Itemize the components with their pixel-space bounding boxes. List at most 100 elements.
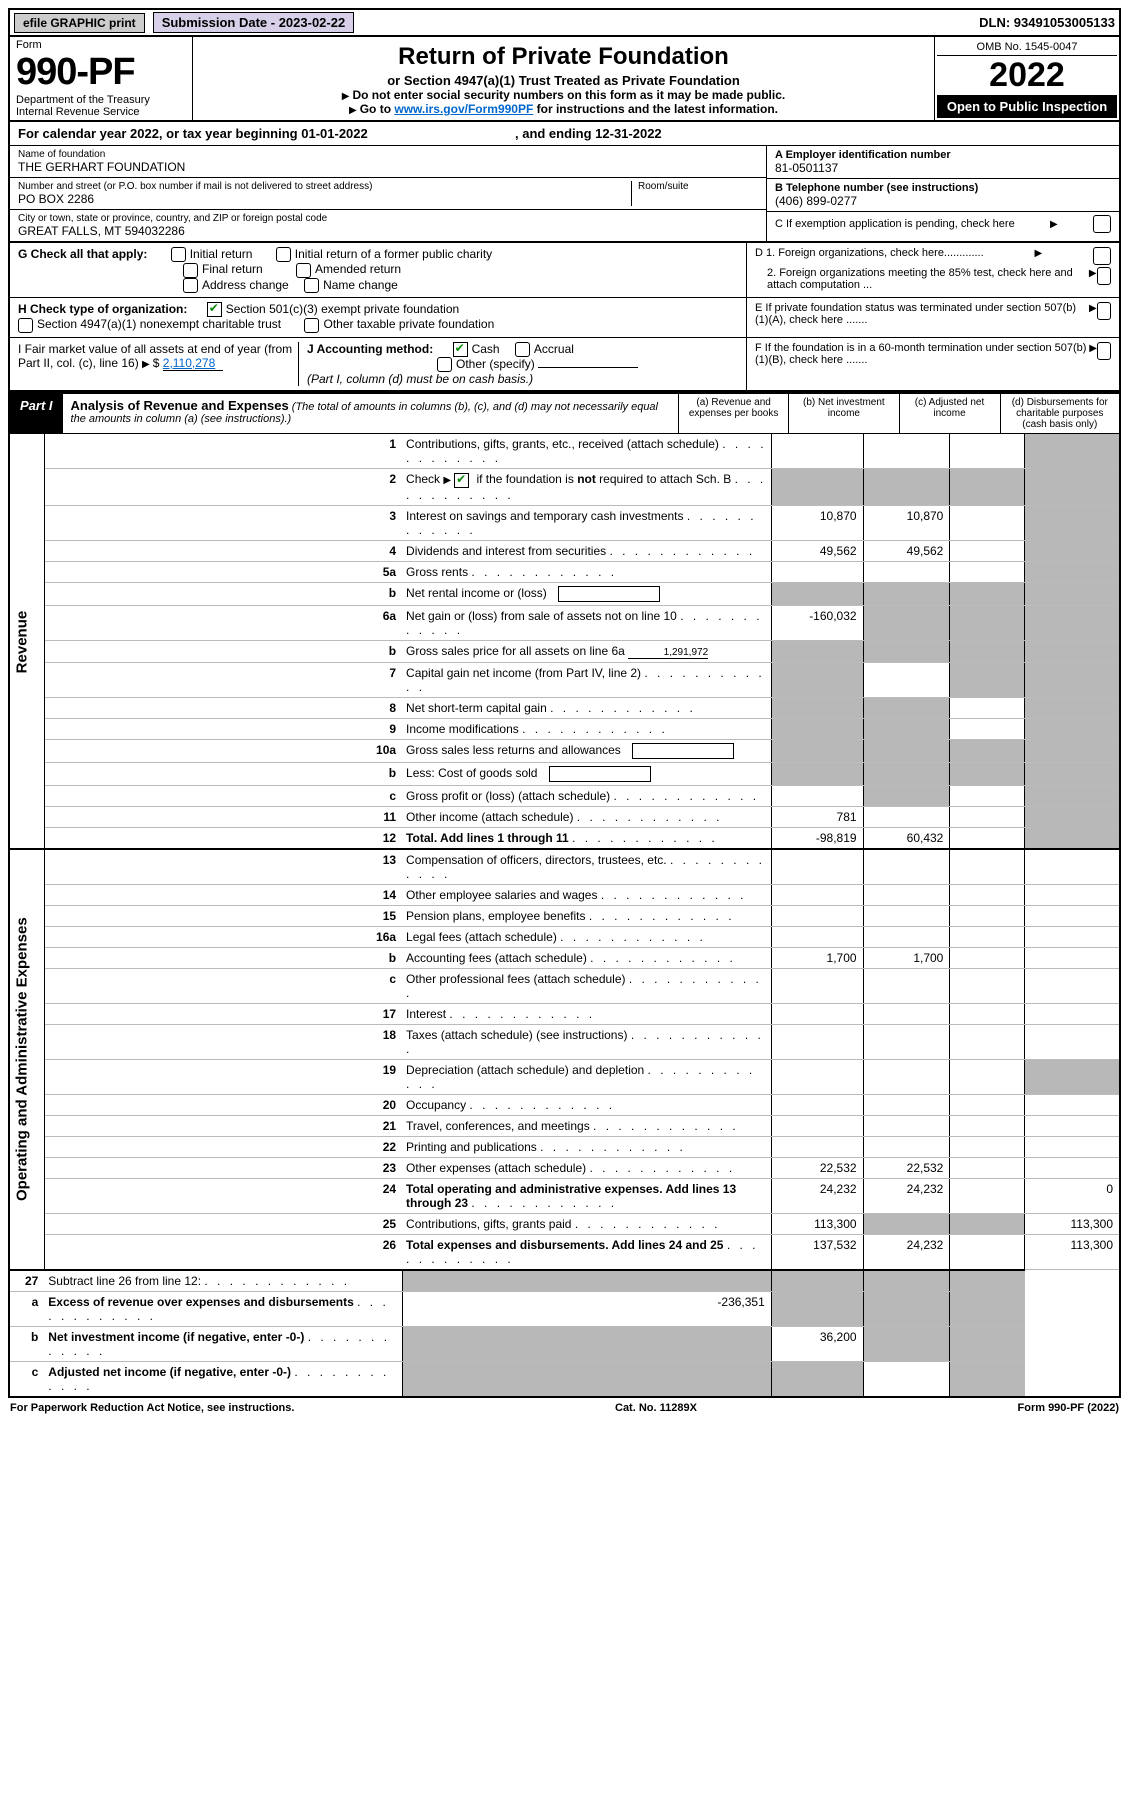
g-final-return-checkbox[interactable] — [183, 263, 198, 278]
table-row: 9Income modifications — [9, 718, 1120, 739]
cell-c — [950, 1234, 1025, 1270]
line-label: Other income (attach schedule) — [402, 806, 771, 827]
col-c-header: (c) Adjusted net income — [899, 394, 1000, 433]
table-row: 23Other expenses (attach schedule) 22,53… — [9, 1157, 1120, 1178]
line-label: Gross rents — [402, 561, 771, 582]
cell-d — [950, 1270, 1025, 1292]
cell-a — [771, 469, 863, 505]
table-row: 21Travel, conferences, and meetings — [9, 1115, 1120, 1136]
line-label: Interest — [402, 1003, 771, 1024]
line-number: 24 — [44, 1178, 402, 1213]
line-label: Depreciation (attach schedule) and deple… — [402, 1059, 771, 1094]
d1-checkbox[interactable] — [1093, 247, 1111, 265]
schB-checkbox[interactable] — [454, 473, 469, 488]
table-row: 4Dividends and interest from securities … — [9, 540, 1120, 561]
col-b-header: (b) Net investment income — [788, 394, 898, 433]
j-accrual-checkbox[interactable] — [515, 342, 530, 357]
cell-c — [950, 1003, 1025, 1024]
cell-b — [863, 662, 950, 697]
i-fmv-link[interactable]: 2,110,278 — [163, 356, 223, 371]
cell-c — [950, 947, 1025, 968]
cell-a — [771, 434, 863, 469]
cell-c — [950, 1024, 1025, 1059]
d1-label: D 1. Foreign organizations, check here..… — [755, 247, 984, 265]
line-number: 22 — [44, 1136, 402, 1157]
cell-a — [771, 926, 863, 947]
line-label: Taxes (attach schedule) (see instruction… — [402, 1024, 771, 1059]
table-row: 8Net short-term capital gain — [9, 697, 1120, 718]
line-number: b — [9, 1326, 44, 1361]
line-label: Total operating and administrative expen… — [402, 1178, 771, 1213]
cell-a — [771, 561, 863, 582]
table-row: 3Interest on savings and temporary cash … — [9, 505, 1120, 540]
cell-a — [771, 1003, 863, 1024]
h-4947-checkbox[interactable] — [18, 318, 33, 333]
entity-info: Name of foundation THE GERHART FOUNDATIO… — [8, 145, 1121, 243]
table-row: cOther professional fees (attach schedul… — [9, 968, 1120, 1003]
line-number: 17 — [44, 1003, 402, 1024]
cell-c — [950, 884, 1025, 905]
table-row: 20Occupancy — [9, 1094, 1120, 1115]
dept-treasury: Department of the Treasury — [16, 94, 186, 106]
table-row: 19Depreciation (attach schedule) and dep… — [9, 1059, 1120, 1094]
cell-d — [1025, 739, 1120, 762]
cell-d — [1025, 1157, 1120, 1178]
table-row: 10aGross sales less returns and allowanc… — [9, 739, 1120, 762]
line-number: 5a — [44, 561, 402, 582]
line-number: b — [44, 762, 402, 785]
cell-a — [402, 1326, 771, 1361]
city-label: City or town, state or province, country… — [18, 213, 758, 224]
cell-d — [1025, 1094, 1120, 1115]
cell-b — [863, 1213, 950, 1234]
h-other-checkbox[interactable] — [304, 318, 319, 333]
table-row: 25Contributions, gifts, grants paid 113,… — [9, 1213, 1120, 1234]
j-cash-checkbox[interactable] — [453, 342, 468, 357]
section-c-checkbox[interactable] — [1093, 215, 1111, 233]
cell-a — [771, 1094, 863, 1115]
g-address-change-checkbox[interactable] — [183, 278, 198, 293]
cell-d — [1025, 849, 1120, 885]
cell-a — [771, 905, 863, 926]
cell-c — [950, 827, 1025, 849]
cell-a — [402, 1270, 771, 1292]
col-a-header: (a) Revenue and expenses per books — [679, 394, 788, 433]
cell-c — [863, 1361, 950, 1397]
cell-a — [771, 849, 863, 885]
cell-c — [950, 505, 1025, 540]
f-label: F If the foundation is in a 60-month ter… — [755, 342, 1089, 366]
cell-c — [950, 434, 1025, 469]
h-label: H Check type of organization: — [18, 302, 187, 316]
cell-a: -236,351 — [402, 1291, 771, 1326]
e-checkbox[interactable] — [1097, 302, 1111, 320]
cell-b — [863, 905, 950, 926]
efile-print-button[interactable]: efile GRAPHIC print — [14, 13, 145, 33]
line-label: Net short-term capital gain — [402, 697, 771, 718]
footer-left: For Paperwork Reduction Act Notice, see … — [10, 1402, 294, 1414]
cell-d — [1025, 469, 1120, 505]
cell-a: -160,032 — [771, 605, 863, 640]
address: PO BOX 2286 — [18, 192, 631, 206]
g-initial-former-checkbox[interactable] — [276, 247, 291, 262]
f-checkbox[interactable] — [1097, 342, 1111, 360]
room-label: Room/suite — [638, 181, 758, 192]
g-amended-checkbox[interactable] — [296, 263, 311, 278]
line-label: Net investment income (if negative, ente… — [44, 1326, 402, 1361]
g-name-change-checkbox[interactable] — [304, 278, 319, 293]
irs-link[interactable]: www.irs.gov/Form990PF — [394, 102, 533, 116]
j-other-checkbox[interactable] — [437, 357, 452, 372]
line-number: 27 — [9, 1270, 44, 1292]
d2-checkbox[interactable] — [1097, 267, 1111, 285]
cell-a — [771, 662, 863, 697]
h-501c3-checkbox[interactable] — [207, 302, 222, 317]
side-label: Operating and Administrative Expenses — [9, 849, 44, 1270]
g-label: G Check all that apply: — [18, 247, 147, 261]
cell-c — [863, 1326, 950, 1361]
omb-number: OMB No. 1545-0047 — [937, 39, 1117, 56]
cell-c — [950, 849, 1025, 885]
cell-b — [863, 1094, 950, 1115]
line-label: Excess of revenue over expenses and disb… — [44, 1291, 402, 1326]
cell-a: 113,300 — [771, 1213, 863, 1234]
cell-a — [402, 1361, 771, 1397]
cell-c — [950, 1094, 1025, 1115]
g-initial-return-checkbox[interactable] — [171, 247, 186, 262]
